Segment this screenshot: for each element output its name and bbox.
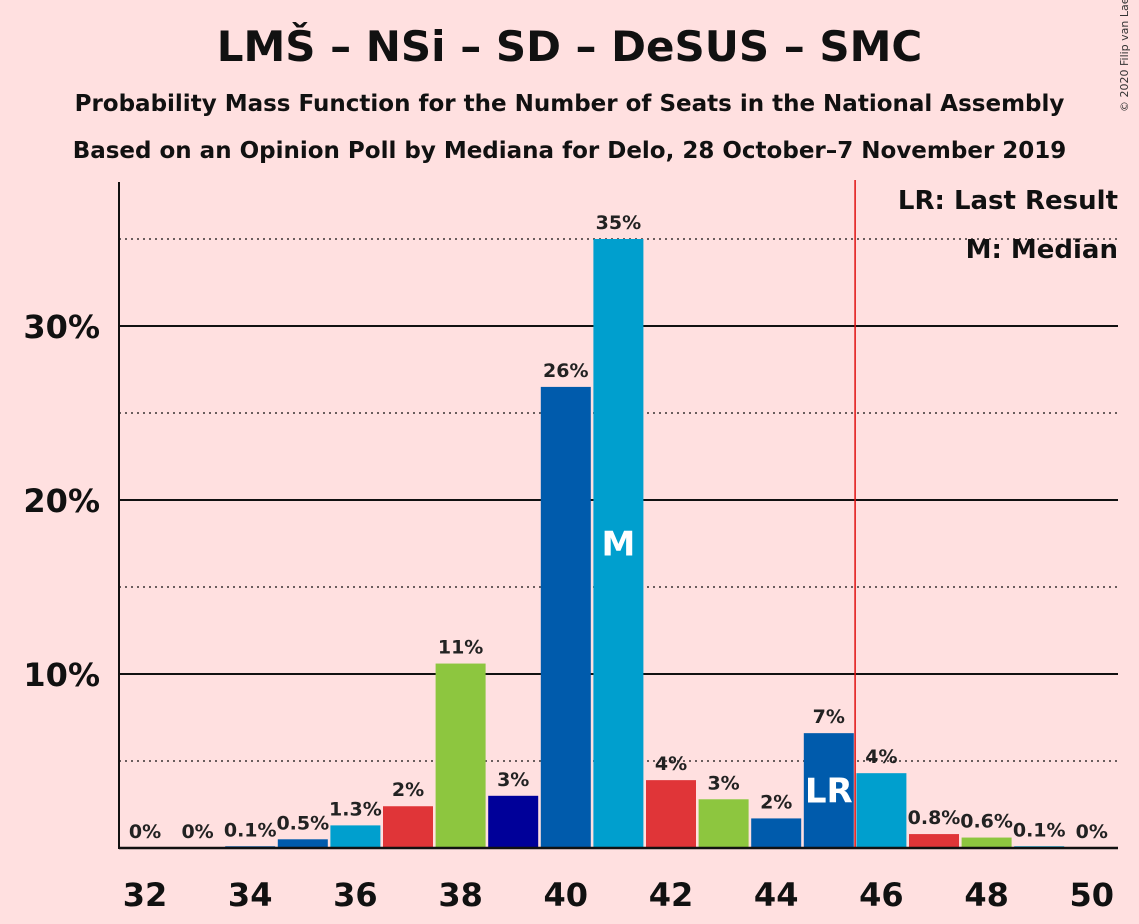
bar-value-label: 0.1%	[224, 819, 277, 841]
legend-last-result: LR: Last Result	[898, 186, 1118, 216]
axes: 10% 20% 30% 32 34 36 38 40 42 44 46 48 50	[23, 182, 1118, 914]
bar-value-label: 7%	[813, 706, 845, 728]
chart-title: LMŠ – NSi – SD – DeSUS – SMC	[216, 22, 923, 71]
bar-value-label: 0.6%	[960, 811, 1013, 833]
chart-subtitle: Probability Mass Function for the Number…	[74, 91, 1065, 117]
bar-value-label: 1.3%	[329, 798, 382, 820]
bar-seat-42	[646, 780, 696, 848]
bar-value-label: 11%	[438, 637, 483, 659]
bar-seat-36	[330, 825, 381, 848]
bar-value-label: 3%	[707, 772, 739, 794]
bar-value-label: 4%	[655, 753, 687, 775]
bar-value-label: 0.8%	[908, 807, 961, 829]
bar-seat-48	[961, 837, 1012, 848]
bar-value-label: 2%	[392, 779, 424, 801]
bar-seat-39	[488, 795, 539, 848]
median-marker: M	[601, 525, 635, 565]
bar-seat-44	[751, 818, 802, 848]
legend-median: M: Median	[966, 235, 1118, 265]
y-tick-label: 20%	[23, 482, 100, 520]
x-tick-label: 34	[228, 876, 273, 914]
bar-seat-45	[803, 733, 854, 848]
bar-labels: 0% 0% 0.1% 0.5%1.3%2%11%3%26%35%4%3%2%7%4%0…	[129, 212, 1108, 843]
bar-seat-40	[540, 386, 591, 848]
bar-seat-35	[277, 839, 328, 848]
bar-value-label: 0%	[181, 821, 213, 843]
y-tick-label: 10%	[23, 656, 100, 694]
x-tick-label: 50	[1070, 876, 1115, 914]
bar-value-label: 0.1%	[1013, 819, 1066, 841]
x-tick-label: 46	[859, 876, 904, 914]
bars	[225, 180, 1065, 848]
y-tick-label: 30%	[23, 308, 100, 346]
x-tick-label: 40	[544, 876, 589, 914]
bar-seat-37	[383, 806, 433, 848]
bar-value-label: 26%	[543, 360, 588, 382]
bar-value-label: 0%	[129, 821, 161, 843]
bar-seat-47	[909, 834, 959, 848]
bar-value-label: 4%	[865, 746, 897, 768]
bar-value-label: 0%	[1076, 821, 1108, 843]
bar-value-label: 35%	[596, 212, 641, 234]
last-result-marker: LR	[805, 772, 853, 812]
x-tick-label: 32	[123, 876, 168, 914]
bar-value-label: 0.5%	[276, 812, 329, 834]
bar-seat-38	[435, 663, 486, 848]
bar-seat-46	[856, 773, 907, 848]
x-tick-label: 44	[754, 876, 799, 914]
x-tick-label: 48	[964, 876, 1009, 914]
bar-seat-43	[698, 799, 749, 848]
x-tick-label: 36	[333, 876, 378, 914]
bar-markers: M LR	[601, 525, 852, 812]
bar-seat-41	[593, 239, 644, 848]
chart-source-line: Based on an Opinion Poll by Mediana for …	[72, 138, 1067, 164]
bar-value-label: 3%	[497, 769, 529, 791]
x-tick-label: 42	[649, 876, 694, 914]
x-tick-label: 38	[438, 876, 483, 914]
bar-value-label: 2%	[760, 791, 792, 813]
